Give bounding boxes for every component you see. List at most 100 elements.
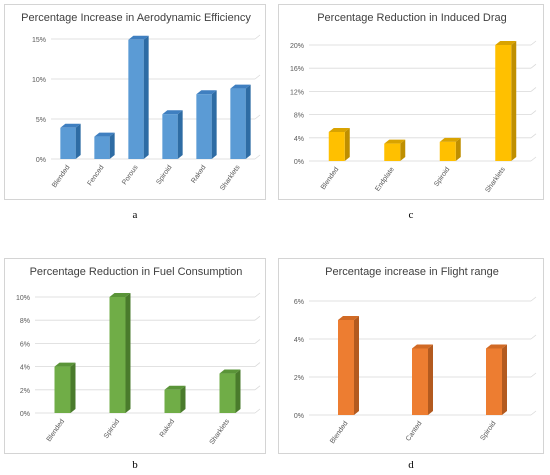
gridline-depth	[254, 339, 261, 344]
gridline-depth	[530, 63, 537, 69]
category-label: Fenced	[87, 164, 106, 187]
chart-title: Percentage increase in Flight range	[325, 266, 499, 278]
category-label: Blended	[51, 164, 72, 189]
gridline-depth	[254, 408, 261, 414]
y-tick-label: 4%	[294, 136, 304, 143]
bar	[109, 297, 126, 413]
gridline-depth	[530, 410, 537, 416]
chart-c: Percentage Reduction in Induced Drag 0% 4%…	[290, 12, 537, 194]
bar-top	[60, 123, 81, 128]
category-label: Spiroid	[433, 166, 451, 188]
bar-top	[94, 132, 115, 137]
chart-panel-b: Percentage Reduction in Fuel Consumption…	[4, 258, 266, 454]
bar-side	[400, 139, 406, 161]
bar	[219, 373, 236, 413]
bar-top	[412, 344, 433, 349]
gridline-depth	[530, 372, 537, 378]
chart-panel-d: Percentage increase in Flight range 0% 2% 4…	[278, 258, 544, 454]
gridline-depth	[254, 315, 261, 321]
y-tick-label: 0%	[20, 411, 30, 418]
y-tick-label: 6%	[20, 341, 30, 348]
gridline-depth	[254, 292, 261, 298]
y-tick-label: 10%	[16, 295, 30, 302]
category-label: Spiroid	[155, 164, 173, 186]
caption-b: b	[132, 459, 138, 471]
bar-top	[219, 369, 241, 374]
bar-side	[75, 123, 81, 159]
bar-side	[143, 35, 149, 159]
bar-top	[230, 84, 251, 89]
gridline-depth	[530, 110, 537, 115]
bar	[94, 136, 110, 159]
bar-side	[511, 41, 517, 161]
bar-top	[164, 385, 186, 390]
bar	[495, 45, 512, 161]
bar	[412, 348, 428, 415]
y-tick-label: 2%	[20, 388, 30, 395]
category-label: Sharklets	[219, 164, 242, 192]
y-tick-label: 10%	[32, 77, 46, 84]
y-tick-label: 0%	[294, 159, 304, 166]
y-tick-label: 5%	[36, 117, 46, 124]
bar-top	[109, 293, 131, 297]
bar-side	[344, 128, 350, 161]
category-label: Spiroid	[479, 420, 497, 442]
bar	[128, 39, 144, 159]
gridline-depth	[530, 87, 537, 92]
category-label: Canted	[405, 420, 424, 443]
bar-side	[177, 110, 183, 159]
gridline-depth	[530, 334, 537, 340]
y-tick-label: 16%	[290, 66, 304, 73]
bar	[196, 94, 212, 159]
gridline-depth	[254, 385, 261, 391]
bar-side	[455, 137, 461, 161]
bar-top	[495, 41, 517, 45]
bar-side	[502, 344, 507, 415]
bar	[384, 143, 401, 161]
category-label: Blended	[46, 418, 67, 443]
y-tick-label: 6%	[294, 299, 304, 306]
y-tick-label: 2%	[294, 375, 304, 382]
y-tick-label: 15%	[32, 37, 46, 44]
gridline-depth	[254, 114, 261, 120]
gridline-depth	[254, 362, 261, 367]
chart-title: Percentage Reduction in Induced Drag	[317, 12, 507, 24]
y-tick-label: 4%	[294, 337, 304, 344]
bar	[486, 348, 502, 415]
chart-d: Percentage increase in Flight range 0% 2% 4…	[294, 266, 537, 445]
category-label: Blended	[329, 420, 350, 445]
gridline-depth	[530, 296, 537, 302]
category-label: Blended	[320, 166, 341, 191]
bar	[54, 366, 71, 413]
y-tick-label: 20%	[290, 43, 304, 50]
y-tick-label: 12%	[290, 89, 304, 96]
gridline-depth	[254, 154, 261, 160]
chart-panel-c: Percentage Reduction in Induced Drag 0% 4%…	[278, 4, 544, 200]
bar-top	[486, 344, 507, 349]
bar-side	[211, 90, 217, 159]
category-label: Porous	[121, 164, 140, 187]
bar-top	[54, 362, 76, 367]
bar-side	[245, 84, 251, 159]
gridline-depth	[530, 40, 537, 46]
chart-a: Percentage Increase in Aerodynamic Effic…	[21, 12, 261, 192]
caption-c: c	[408, 209, 414, 221]
caption-d: d	[408, 459, 414, 471]
bar-side	[109, 132, 115, 159]
chart-title: Percentage Increase in Aerodynamic Effic…	[21, 12, 251, 24]
gridline-depth	[254, 34, 261, 40]
y-tick-label: 0%	[36, 157, 46, 164]
category-label: Endplate	[374, 166, 396, 193]
bar	[230, 88, 246, 159]
bar	[162, 114, 178, 159]
chart-panel-a: Percentage Increase in Aerodynamic Effic…	[4, 4, 266, 200]
caption-a: a	[132, 209, 138, 221]
bar	[338, 320, 354, 415]
category-label: Sharklets	[484, 166, 507, 194]
bar-top	[439, 137, 461, 142]
category-label: Raked	[190, 164, 207, 185]
y-tick-label: 4%	[20, 365, 30, 372]
category-label: Sharklets	[209, 418, 232, 446]
bar-top	[162, 110, 183, 115]
bar-top	[128, 35, 149, 40]
